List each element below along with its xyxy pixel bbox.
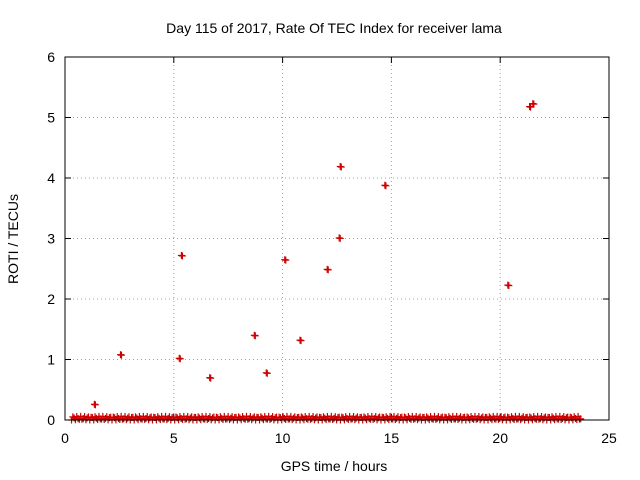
chart-title: Day 115 of 2017, Rate Of TEC Index for r… bbox=[166, 20, 502, 36]
data-point bbox=[530, 100, 538, 108]
x-tick-label: 25 bbox=[601, 430, 617, 446]
y-tick-label: 4 bbox=[47, 170, 55, 186]
data-point bbox=[282, 256, 290, 264]
data-point bbox=[91, 401, 99, 409]
y-tick-label: 5 bbox=[47, 110, 55, 126]
data-point bbox=[176, 355, 184, 363]
plot-frame bbox=[64, 56, 610, 421]
y-tick-label: 2 bbox=[47, 291, 55, 307]
data-point bbox=[336, 234, 344, 242]
data-point bbox=[324, 266, 332, 274]
data-point bbox=[178, 252, 186, 260]
data-point bbox=[263, 369, 271, 377]
data-points bbox=[68, 100, 585, 424]
data-point bbox=[207, 374, 215, 382]
y-tick-label: 1 bbox=[47, 352, 55, 368]
x-tick-label: 15 bbox=[384, 430, 400, 446]
baseline-point bbox=[577, 415, 585, 423]
y-tick-label: 0 bbox=[47, 412, 55, 428]
y-axis-label: ROTI / TECUs bbox=[5, 194, 21, 284]
x-axis-label: GPS time / hours bbox=[281, 458, 388, 474]
data-point bbox=[382, 182, 390, 190]
y-tick-label: 6 bbox=[47, 49, 55, 65]
tick-labels: 0 5 10 15 20 25 0 1 2 3 4 5 6 bbox=[47, 49, 617, 446]
data-point bbox=[251, 332, 259, 340]
x-tick-label: 20 bbox=[492, 430, 508, 446]
x-tick-label: 0 bbox=[61, 430, 69, 446]
data-point bbox=[505, 282, 513, 290]
x-tick-label: 5 bbox=[170, 430, 178, 446]
y-tick-label: 3 bbox=[47, 231, 55, 247]
data-point bbox=[117, 351, 125, 359]
data-point bbox=[297, 337, 305, 345]
x-tick-label: 10 bbox=[275, 430, 291, 446]
data-point bbox=[337, 163, 345, 171]
data-point bbox=[527, 103, 535, 111]
